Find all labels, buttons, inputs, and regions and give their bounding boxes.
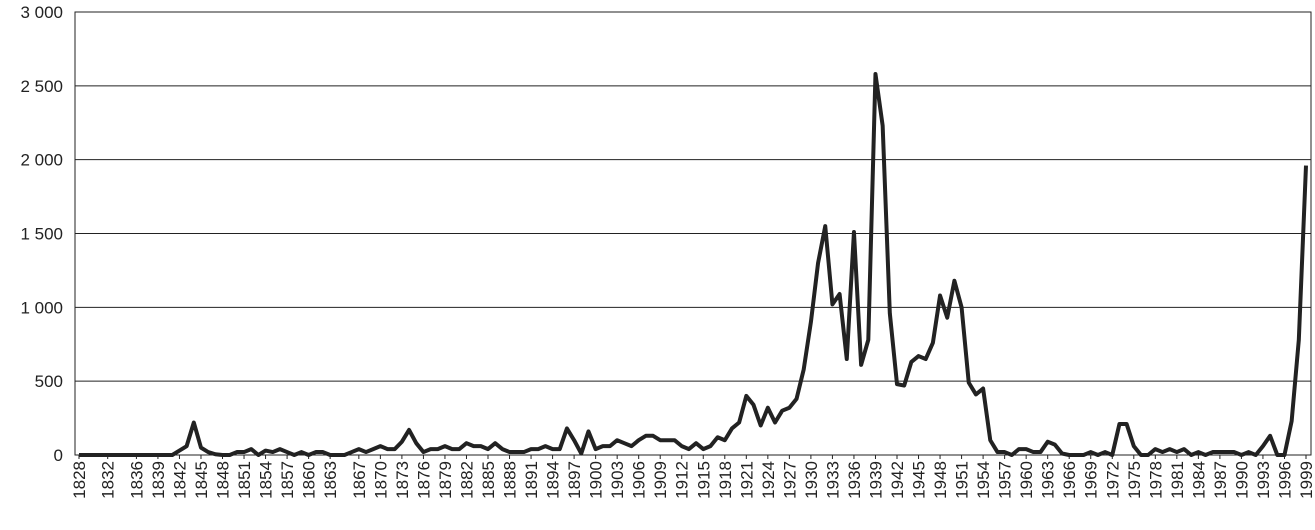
x-tick-label: 1939 — [866, 461, 885, 499]
x-tick-label: 1978 — [1146, 461, 1165, 499]
data-line — [79, 72, 1308, 457]
x-tick-label: 1839 — [149, 461, 168, 499]
x-tick-label: 1960 — [1017, 461, 1036, 499]
x-tick-label: 1906 — [630, 461, 649, 499]
x-tick-label: 1981 — [1168, 461, 1187, 499]
x-tick-label: 1900 — [587, 461, 606, 499]
x-tick-label: 1927 — [780, 461, 799, 499]
x-tick-label: 1854 — [257, 461, 276, 499]
x-tick-label: 1867 — [350, 461, 369, 499]
x-tick-label: 1954 — [974, 461, 993, 499]
x-tick-label: 1894 — [544, 461, 563, 499]
x-tick-label: 1999 — [1297, 461, 1315, 499]
x-tick-label: 1882 — [457, 461, 476, 499]
x-tick-label: 1885 — [479, 461, 498, 499]
y-tick-label: 2 000 — [20, 151, 63, 170]
x-tick-label: 1836 — [127, 461, 146, 499]
x-tick-label: 1863 — [321, 461, 340, 499]
y-tick-label: 1 000 — [20, 298, 63, 317]
x-tick-label: 1945 — [910, 461, 929, 499]
x-tick-label: 1860 — [300, 461, 319, 499]
x-tick-label: 1857 — [278, 461, 297, 499]
x-tick-label: 1942 — [888, 461, 907, 499]
x-tick-label: 1924 — [759, 461, 778, 499]
y-tick-label: 3 000 — [20, 3, 63, 22]
x-tick-label: 1996 — [1275, 461, 1294, 499]
x-tick-label: 1912 — [673, 461, 692, 499]
x-tick-label: 1842 — [170, 461, 189, 499]
x-tick-label: 1936 — [845, 461, 864, 499]
x-tick-label: 1891 — [522, 461, 541, 499]
y-tick-label: 0 — [54, 446, 63, 465]
x-tick-label: 1851 — [235, 461, 254, 499]
x-tick-label: 1966 — [1060, 461, 1079, 499]
x-tick-label: 1987 — [1211, 461, 1230, 499]
x-tick-label: 1876 — [414, 461, 433, 499]
x-tick-label: 1969 — [1082, 461, 1101, 499]
x-tick-label: 1984 — [1189, 461, 1208, 499]
x-tick-label: 1972 — [1103, 461, 1122, 499]
x-tick-label: 1828 — [70, 461, 89, 499]
x-tick-label: 1921 — [737, 461, 756, 499]
x-tick-label: 1903 — [608, 461, 627, 499]
x-tick-label: 1948 — [931, 461, 950, 499]
x-tick-label: 1957 — [996, 461, 1015, 499]
x-tick-label: 1832 — [99, 461, 118, 499]
x-tick-label: 1933 — [823, 461, 842, 499]
y-tick-label: 2 500 — [20, 77, 63, 96]
x-tick-label: 1870 — [371, 461, 390, 499]
x-tick-label: 1873 — [393, 461, 412, 499]
y-tick-label: 1 500 — [20, 225, 63, 244]
x-tick-label: 1918 — [716, 461, 735, 499]
x-tick-label: 1888 — [501, 461, 520, 499]
x-tick-label: 1909 — [651, 461, 670, 499]
x-tick-label: 1993 — [1254, 461, 1273, 499]
x-tick-label: 1845 — [192, 461, 211, 499]
x-tick-label: 1879 — [436, 461, 455, 499]
x-tick-label: 1975 — [1125, 461, 1144, 499]
x-tick-label: 1930 — [802, 461, 821, 499]
x-tick-label: 1990 — [1232, 461, 1251, 499]
x-tick-label: 1951 — [953, 461, 972, 499]
x-tick-label: 1897 — [565, 461, 584, 499]
y-tick-label: 500 — [35, 372, 63, 391]
x-tick-label: 1915 — [694, 461, 713, 499]
x-tick-label: 1848 — [214, 461, 233, 499]
x-tick-label: 1963 — [1039, 461, 1058, 499]
